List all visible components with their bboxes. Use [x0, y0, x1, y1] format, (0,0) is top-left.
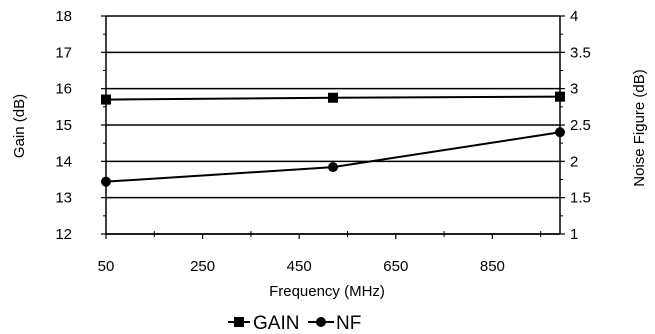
y-left-tick-label: 18: [55, 8, 72, 25]
legend: GAIN NF: [228, 313, 361, 334]
data-point-gain: [328, 92, 338, 103]
y-left-tick-label: 13: [55, 190, 72, 207]
data-point-nf: [101, 176, 111, 187]
x-tick-label: 450: [287, 258, 312, 275]
left-axis-ticks: 12 13 14 15 16 17 18: [55, 8, 106, 243]
gridlines: [106, 15, 560, 235]
legend-gain-label: GAIN: [253, 313, 299, 334]
y-left-tick-label: 12: [55, 226, 72, 243]
y-left-tick-label: 17: [55, 44, 72, 61]
y-axis-left-title: Gain (dB): [11, 94, 28, 158]
data-point-gain: [555, 91, 565, 102]
y-axis-right-title: Noise Figure (dB): [631, 69, 648, 187]
y-right-tick-label: 1: [570, 226, 578, 243]
right-axis-ticks: 1 1.5 2 2.5 3 3.5 4: [560, 8, 591, 243]
y-left-tick-label: 14: [55, 153, 72, 170]
y-left-tick-label: 16: [55, 81, 72, 98]
y-right-tick-label: 3.5: [570, 44, 591, 61]
x-tick-label: 250: [190, 258, 215, 275]
x-axis-ticks: 50 250 450 650 850: [98, 231, 542, 275]
data-point-nf: [328, 162, 338, 173]
legend-nf-marker: [316, 317, 326, 327]
legend-nf-label: NF: [336, 313, 361, 334]
series-line-nf: [105, 131, 561, 183]
x-axis-title: Frequency (MHz): [269, 283, 385, 300]
y-right-tick-label: 4: [570, 8, 578, 25]
x-tick-label: 50: [98, 258, 115, 275]
y-right-tick-label: 1.5: [570, 190, 591, 207]
y-right-tick-label: 2.5: [570, 117, 591, 134]
data-point-gain: [101, 94, 111, 105]
y-right-tick-label: 3: [570, 81, 578, 98]
y-left-tick-label: 15: [55, 117, 72, 134]
x-tick-label: 850: [480, 258, 505, 275]
y-right-tick-label: 2: [570, 153, 578, 170]
x-tick-label: 650: [383, 258, 408, 275]
legend-gain-marker: [234, 317, 244, 327]
data-point-nf: [555, 127, 565, 138]
series-layer: [101, 91, 565, 187]
